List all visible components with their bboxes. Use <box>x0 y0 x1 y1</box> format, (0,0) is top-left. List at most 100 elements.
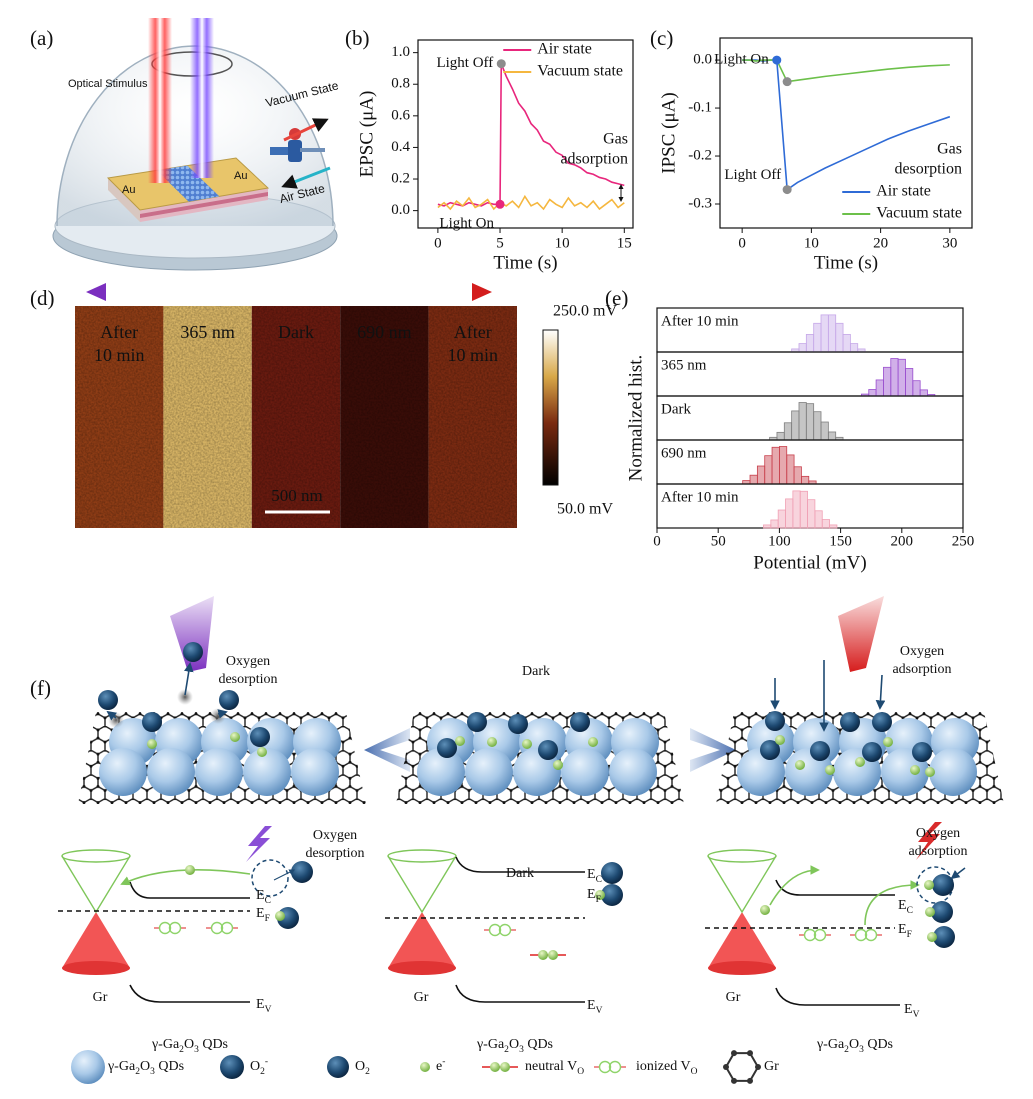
shape <box>177 689 193 705</box>
band-label: EV <box>256 997 272 1015</box>
annotation: desorption <box>305 846 364 861</box>
histogram-bar <box>783 422 793 441</box>
colorbar-label: 250.0 mV <box>553 303 617 320</box>
histogram-bar <box>805 403 815 441</box>
shape <box>387 855 457 914</box>
x-axis-label: Potential (mV) <box>753 552 866 573</box>
band-label-part: QDs <box>524 1037 553 1052</box>
band-label-sub: 2 <box>179 1045 184 1055</box>
stripe-label: After <box>454 322 492 342</box>
legend-label: ionized VO <box>636 1059 698 1077</box>
marker-label: Light On <box>439 216 494 232</box>
shape <box>775 735 785 745</box>
colorbar-label: 50.0 mV <box>557 501 613 518</box>
band-label: EF <box>587 887 601 905</box>
band-label: Gr <box>414 990 429 1005</box>
y-tick-label: 1.0 <box>391 44 410 60</box>
band-label-sub: 2 <box>844 1045 849 1055</box>
histogram-bar <box>798 402 807 441</box>
shape <box>862 742 882 762</box>
y-axis-label: IPSC (μA) <box>658 92 679 173</box>
device-schematic <box>52 18 338 271</box>
shape <box>257 747 267 757</box>
histogram-bar <box>798 343 807 353</box>
band-label-sub: C <box>596 875 602 885</box>
shape <box>417 748 465 796</box>
shape <box>158 921 172 935</box>
band-label-part: O <box>184 1037 194 1052</box>
shape <box>708 961 776 975</box>
shape <box>243 748 291 796</box>
histogram-bar <box>756 465 766 485</box>
legend-label: Vacuum state <box>537 63 623 80</box>
electrode-label: Au <box>234 170 247 182</box>
shape <box>609 748 657 796</box>
histogram-bar <box>779 446 788 485</box>
shape <box>929 748 977 796</box>
shape <box>840 712 860 732</box>
histogram-bar <box>805 333 815 353</box>
band-label-part: γ-Ga <box>151 1037 180 1052</box>
x-tick-label: 50 <box>711 533 726 549</box>
shape <box>775 987 900 1006</box>
shape <box>61 855 131 914</box>
band-label-part: E <box>587 867 596 882</box>
plot-frame <box>719 37 973 229</box>
shape <box>273 869 296 881</box>
legend-label-sub: 2 <box>365 1067 370 1077</box>
shape <box>608 1060 622 1074</box>
legend-label-part: Gr <box>764 1059 779 1074</box>
y-axis-label: Normalized hist. <box>625 355 646 482</box>
shape <box>707 855 777 914</box>
band-label: γ-Ga2O3 QDs <box>816 1037 893 1055</box>
histogram-bar <box>820 421 829 441</box>
shape <box>220 1055 244 1079</box>
data-line <box>437 63 625 207</box>
shape <box>588 737 598 747</box>
band-label-part: E <box>256 997 265 1012</box>
shape <box>950 867 966 880</box>
legend-label: Air state <box>876 183 931 200</box>
band-label-part: E <box>898 922 907 937</box>
shape <box>854 928 868 942</box>
band-label-part: E <box>256 906 265 921</box>
panel-label: 365 nm <box>661 357 707 373</box>
plot-frame <box>417 39 634 229</box>
band-label: EC <box>587 867 602 885</box>
stripe-label: Dark <box>278 322 314 342</box>
shape <box>220 921 234 935</box>
band-label: Gr <box>726 990 741 1005</box>
shape <box>769 865 820 906</box>
histogram-bar <box>820 314 829 353</box>
y-tick-label: 0.4 <box>391 139 410 155</box>
shape <box>455 736 465 746</box>
shape <box>864 880 920 926</box>
band-label-sub: F <box>265 914 270 924</box>
shape <box>508 714 528 734</box>
band-label-sub: C <box>907 906 913 916</box>
shape <box>737 748 785 796</box>
legend-label: O2 <box>355 1059 370 1077</box>
band-label-sub: 3 <box>519 1045 524 1055</box>
marker-label: Light Off <box>724 167 781 183</box>
legend-label-sub: 2 <box>135 1067 140 1077</box>
legend-label-sup: - <box>265 1057 268 1067</box>
histogram-bar <box>813 411 822 441</box>
shape <box>553 760 563 770</box>
shape <box>500 1062 510 1072</box>
band-label-part: E <box>898 898 907 913</box>
legend-label-part: O <box>250 1059 260 1074</box>
shape <box>731 1050 737 1057</box>
band-label-sub: F <box>596 895 601 905</box>
histogram-bar <box>829 524 838 529</box>
stripe-label: After <box>100 322 138 342</box>
shape <box>388 912 456 968</box>
shape <box>731 1077 737 1084</box>
legend-label: Gr <box>764 1059 779 1074</box>
histogram-bar <box>890 358 899 397</box>
legend-label: neutral VO <box>525 1059 584 1077</box>
shape <box>388 961 456 975</box>
panel-label: (c) <box>650 26 673 50</box>
shape <box>185 865 195 875</box>
